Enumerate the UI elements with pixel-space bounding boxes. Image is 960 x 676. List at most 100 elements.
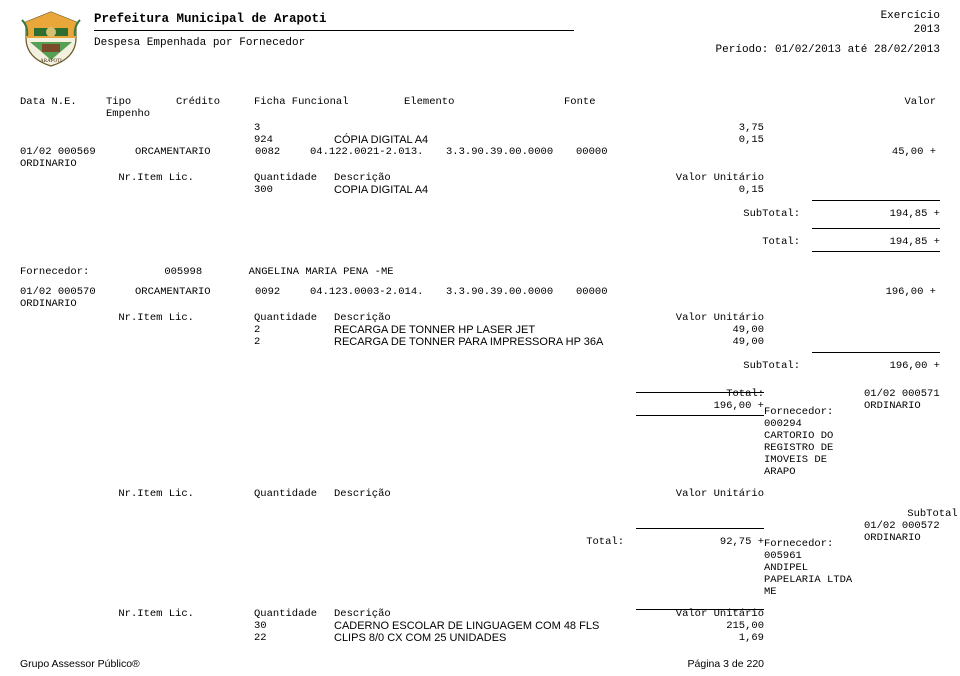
col-elemento: Elemento bbox=[404, 96, 564, 120]
col-de: Descrição bbox=[334, 608, 644, 620]
qty: 924 bbox=[254, 134, 334, 146]
subtotal-row: SubTotal: 196,00 + bbox=[20, 360, 940, 372]
qty: 2 bbox=[254, 324, 334, 336]
item-header: Nr.Item Lic. Quantidade Descrição Valor … bbox=[20, 488, 764, 520]
emp-fonte: 00000 bbox=[576, 146, 656, 158]
footer-left: Grupo Assessor Público® bbox=[20, 658, 140, 670]
emp-tipo: ORDINARIO bbox=[864, 532, 921, 544]
emp-valor: 45,00 + bbox=[656, 146, 940, 158]
desc: CÓPIA DIGITAL A4 bbox=[334, 134, 644, 146]
col-tipo: Tipo Empenho bbox=[106, 96, 176, 120]
desc bbox=[334, 122, 644, 134]
item-header: Nr.Item Lic. Quantidade Descrição Valor … bbox=[20, 312, 940, 324]
col-nr: Nr.Item Lic. bbox=[20, 172, 254, 184]
empenho-row: 01/02 000570 ORDINARIO ORCAMENTARIO 0092… bbox=[20, 286, 940, 310]
fornecedor-header: Fornecedor: 005961 ANDIPEL PAPELARIA LTD… bbox=[764, 538, 864, 598]
item-row: 10PASTA ARQUIVO TIPO AZ8,00 bbox=[864, 606, 960, 620]
empenho-row: 01/02 000572 ORDINARIO ORCAMENTARIO 0147… bbox=[864, 520, 960, 606]
val: 0,15 bbox=[644, 134, 764, 146]
uv: 49,00 bbox=[644, 324, 764, 336]
emp-cred: ORCAMENTARIO bbox=[135, 146, 255, 158]
emp-func: 04.123.0003-2.014. bbox=[310, 286, 446, 298]
item-row: 30CADERNO ESCOLAR DE LINGUAGEM COM 48 FL… bbox=[20, 620, 764, 632]
fornecedor-label: Fornecedor: bbox=[20, 266, 158, 278]
emp-data: 01/02 bbox=[864, 520, 896, 532]
fornecedor-code: 005998 bbox=[164, 266, 242, 278]
pre-item-row: 3 3,75 bbox=[20, 122, 940, 134]
emp-data: 01/02 bbox=[864, 388, 896, 400]
subtotal-row: SubTotal: 92,75 + bbox=[864, 508, 960, 520]
item-row: 300 COPIA DIGITAL A4 0,15 bbox=[20, 184, 940, 196]
qty: 300 bbox=[254, 184, 334, 196]
uv: 49,00 bbox=[644, 336, 764, 348]
col-de: Descrição bbox=[334, 488, 644, 520]
emp-elem: 3.3.90.39.00.0000 bbox=[446, 146, 576, 158]
col-data: Data N.E. bbox=[20, 96, 106, 120]
item-row: 22CLIPS 8/0 CX COM 25 UNIDADES1,69 bbox=[20, 632, 764, 644]
emp-tipo: ORDINARIO bbox=[864, 400, 921, 412]
col-credito: Crédito bbox=[176, 96, 254, 120]
column-headers: Data N.E. Tipo Empenho Crédito Ficha Fun… bbox=[20, 96, 940, 120]
emp-elem: 3.3.90.39.00.0000 bbox=[446, 286, 576, 298]
fornecedor-name: ANDIPEL PAPELARIA LTDA ME bbox=[764, 562, 852, 598]
item-row: 1PASTA CATALAGO C/50PLASTICO240,00 bbox=[764, 620, 864, 632]
emp-tipo: ORDINARIO bbox=[20, 158, 77, 170]
subtotal-label: SubTotal: bbox=[700, 208, 800, 220]
qty: 30 bbox=[254, 620, 334, 632]
col-qt: Quantidade bbox=[254, 608, 334, 620]
emp-valor: 196,00 + bbox=[656, 286, 940, 298]
exercicio-label: Exercício bbox=[716, 10, 940, 22]
total-label: Total: bbox=[700, 236, 800, 248]
emp-num: 000571 bbox=[902, 388, 940, 400]
emp-func: 04.122.0021-2.013. bbox=[310, 146, 446, 158]
periodo-label: Período: bbox=[716, 44, 769, 56]
item-row: 30CLIPS 2/0 CX COM 100 UNIDADES1,69 bbox=[764, 632, 864, 644]
item-row: 1 REF. A DESPESA COM PAGTO POR SER- VIÇO… bbox=[764, 486, 864, 520]
total-row: Total: 194,85 + bbox=[20, 236, 940, 248]
desc: COPIA DIGITAL A4 bbox=[334, 184, 644, 196]
col-vu: Valor Unitário bbox=[644, 312, 764, 324]
subtotal-row: SubTotal: 194,85 + bbox=[20, 208, 940, 220]
total-amt: 194,85 + bbox=[890, 236, 940, 248]
emp-num: 000569 bbox=[58, 146, 96, 158]
empenho-row: 01/02 000569 ORDINARIO ORCAMENTARIO 0082… bbox=[20, 146, 940, 170]
total-label: Total: bbox=[20, 388, 764, 400]
periodo-range: 01/02/2013 até 28/02/2013 bbox=[775, 44, 940, 56]
qty: 22 bbox=[254, 632, 334, 644]
subtotal-amt: 196,00 + bbox=[890, 360, 940, 372]
uv: 215,00 bbox=[644, 620, 764, 632]
total-amt: 92,75 + bbox=[720, 536, 764, 548]
desc: RECARGA DE TONNER HP LASER JET bbox=[334, 324, 644, 336]
col-valor: Valor bbox=[654, 96, 940, 120]
divider bbox=[94, 30, 574, 31]
city-crest-icon: ARAPOTI bbox=[20, 8, 82, 68]
subtotal-label: SubTotal: bbox=[864, 508, 960, 520]
item-row: 15GRAMPO PARA GRAMPEADOR 26/6 CX C/5,000… bbox=[764, 606, 864, 620]
total-amt: 196,00 + bbox=[714, 400, 764, 412]
total-row: Total: 196,00 + Fornecedor: 000294 CARTO… bbox=[20, 388, 940, 676]
emp-ficha: 0082 bbox=[255, 146, 310, 158]
footer-right: Página 3 de 220 bbox=[688, 658, 764, 670]
col-qt: Quantidade bbox=[254, 312, 334, 324]
col-nr: Nr.Item Lic. bbox=[20, 312, 254, 324]
svg-text:ARAPOTI: ARAPOTI bbox=[40, 59, 62, 64]
exercicio-year: 2013 bbox=[716, 24, 940, 36]
col-qt: Quantidade bbox=[254, 172, 334, 184]
emp-cred: ORCAMENTARIO bbox=[135, 286, 255, 298]
total-row: Total: 92,75 + bbox=[20, 536, 764, 606]
col-qt: Quantidade bbox=[254, 488, 334, 520]
item-header: Nr.Item Lic. Quantidade Descrição Valor … bbox=[20, 172, 940, 184]
subtotal-label: SubTotal: bbox=[700, 360, 800, 372]
col-nr: Nr.Item Lic. bbox=[20, 608, 254, 620]
col-ficha: Ficha Funcional bbox=[254, 96, 404, 120]
report-header: ARAPOTI Prefeitura Municipal de Arapoti … bbox=[20, 8, 940, 82]
qty: 3 bbox=[254, 122, 334, 134]
fornecedor-header: Fornecedor: 000294 CARTORIO DO REGISTRO … bbox=[764, 406, 864, 478]
fornecedor-code: 000294 bbox=[764, 418, 842, 430]
col-fonte: Fonte bbox=[564, 96, 654, 120]
emp-ficha: 0092 bbox=[255, 286, 310, 298]
col-nr: Nr.Item Lic. bbox=[20, 488, 254, 520]
emp-num: 000570 bbox=[58, 286, 96, 298]
fornecedor-code: 005961 bbox=[764, 550, 842, 562]
pre-item-row: 924 CÓPIA DIGITAL A4 0,15 bbox=[20, 134, 940, 146]
